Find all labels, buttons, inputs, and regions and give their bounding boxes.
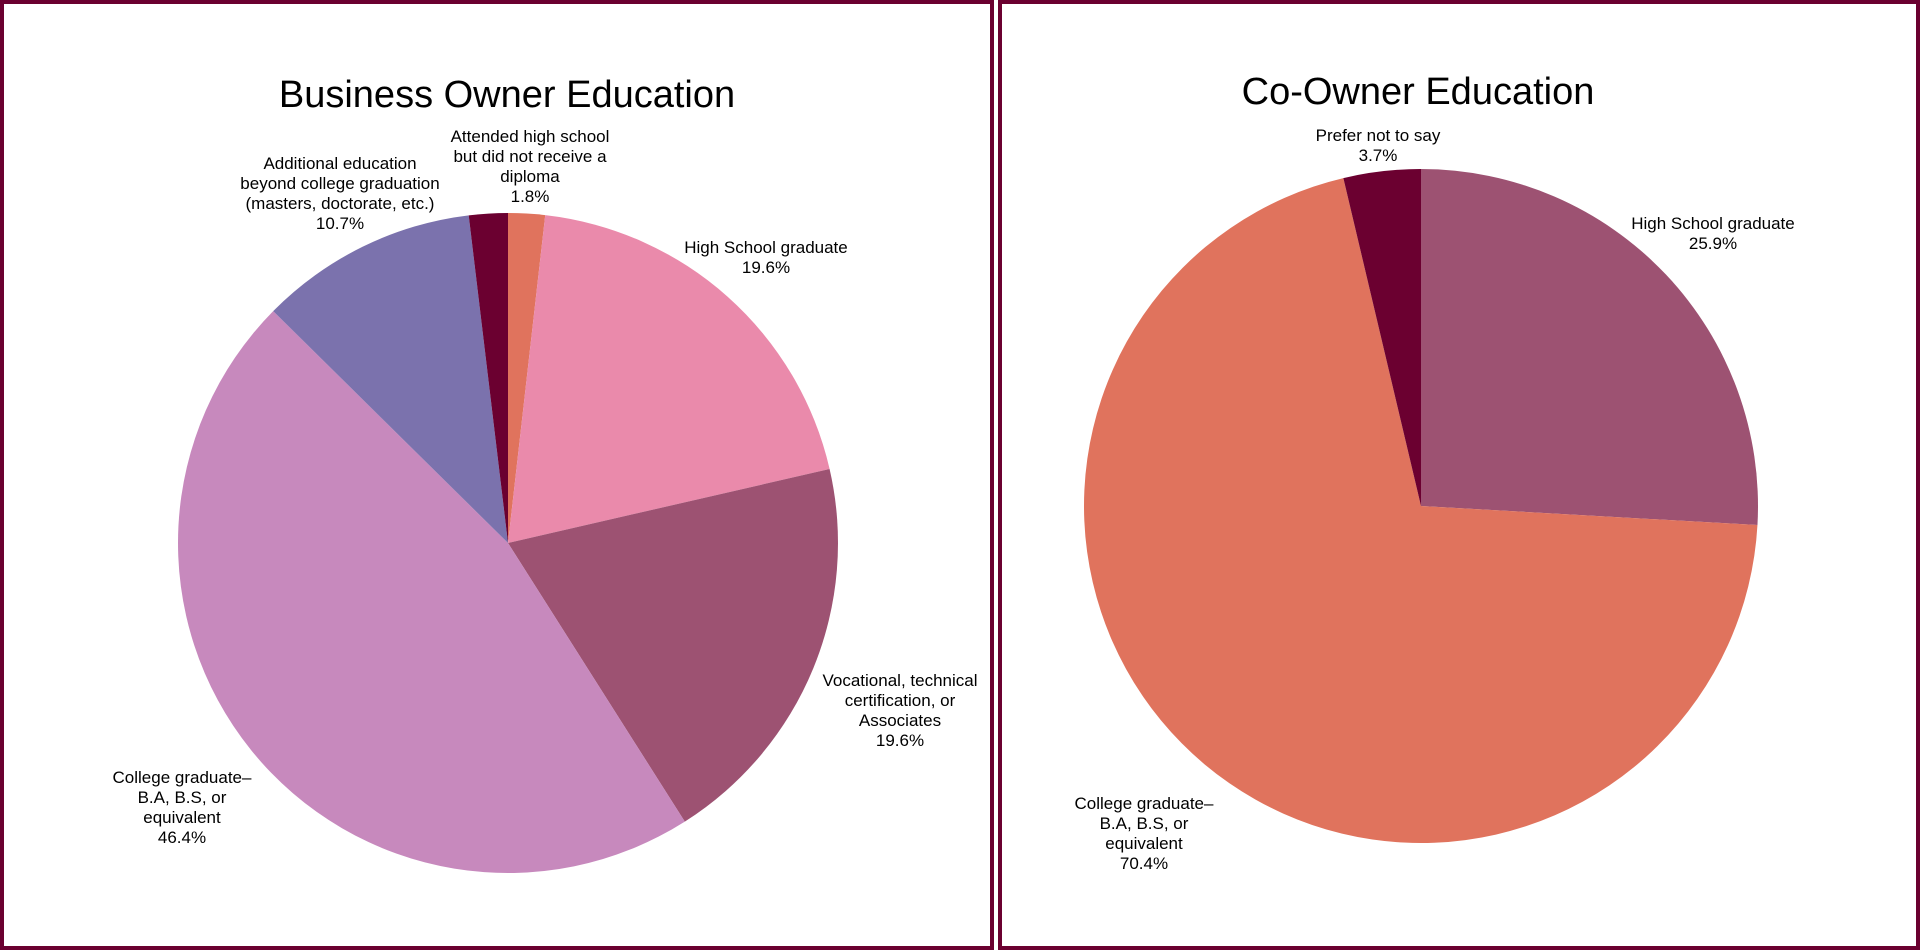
slice-label: Prefer not to say 3.7%: [1316, 126, 1441, 165]
pie-slice: [508, 215, 830, 544]
slice-percent: 10.7%: [316, 214, 364, 233]
pie-slices: [1083, 169, 1758, 844]
pie-slice: [508, 468, 838, 822]
pie-slice: [273, 215, 508, 543]
chart-title: Co-Owner Education: [1242, 71, 1595, 113]
slice-label-line: B.A, B.S, or: [1100, 814, 1189, 833]
slice-label-line: Prefer not to say: [1316, 126, 1441, 145]
pie-slice: [508, 213, 546, 543]
slice-percent: 19.6%: [876, 731, 924, 750]
pie-slice: [1343, 169, 1421, 506]
slice-label-line: College graduate–: [113, 768, 252, 787]
slice-label-line: College graduate–: [1075, 794, 1214, 813]
slice-label: High School graduate 25.9%: [1631, 214, 1795, 253]
slice-percent: 19.6%: [742, 258, 790, 277]
slice-percent: 46.4%: [158, 828, 206, 847]
slice-label-line: High School graduate: [1631, 214, 1795, 233]
business-owner-chart-panel: Business Owner Education Attended high s…: [0, 0, 994, 950]
slice-label-line: Vocational, technical: [823, 671, 978, 690]
slice-label: High School graduate 19.6%: [684, 238, 848, 277]
co-owner-chart-panel: Co-Owner Education High School graduate 2…: [998, 0, 1920, 950]
slice-label-line: beyond college graduation: [240, 174, 439, 193]
slice-percent: 25.9%: [1689, 234, 1737, 253]
slice-label-line: Additional education: [263, 154, 416, 173]
pie-labels: Attended high school but did not receive …: [113, 127, 978, 847]
slice-label-line: equivalent: [1105, 834, 1183, 853]
panel-divider: [994, 0, 998, 950]
slice-label: Attended high school but did not receive …: [451, 127, 610, 206]
slice-label-line: Attended high school: [451, 127, 610, 146]
slice-label: Additional education beyond college gradu…: [240, 154, 439, 233]
chart-title: Business Owner Education: [279, 74, 735, 116]
slice-percent: 70.4%: [1120, 854, 1168, 873]
pie-slice: [1421, 169, 1758, 526]
slice-label-line: certification, or: [845, 691, 956, 710]
slice-percent: 1.8%: [511, 187, 550, 206]
slice-label-line: equivalent: [143, 808, 221, 827]
pie-slice: [1083, 178, 1758, 844]
slice-label-line: Associates: [859, 711, 941, 730]
pie-slices: [178, 213, 838, 873]
slice-label: Vocational, technical certification, or As…: [823, 671, 978, 750]
pie-slice: [178, 311, 685, 873]
co-owner-pie-chart: Co-Owner Education High School graduate 2…: [1075, 71, 1795, 873]
pie-labels: High School graduate 25.9% College graduat…: [1075, 126, 1795, 873]
slice-label-line: B.A, B.S, or: [138, 788, 227, 807]
slice-label: College graduate– B.A, B.S, or equivalent 7…: [1075, 794, 1214, 873]
slice-label: College graduate– B.A, B.S, or equivalent 4…: [113, 768, 252, 847]
slice-label-line: but did not receive a: [453, 147, 607, 166]
slice-percent: 3.7%: [1359, 146, 1398, 165]
business-owner-pie-chart: Business Owner Education Attended high s…: [113, 74, 978, 873]
slice-label-line: High School graduate: [684, 238, 848, 257]
slice-label-line: diploma: [500, 167, 560, 186]
slice-label-line: (masters, doctorate, etc.): [246, 194, 435, 213]
pie-slice: [468, 213, 508, 543]
